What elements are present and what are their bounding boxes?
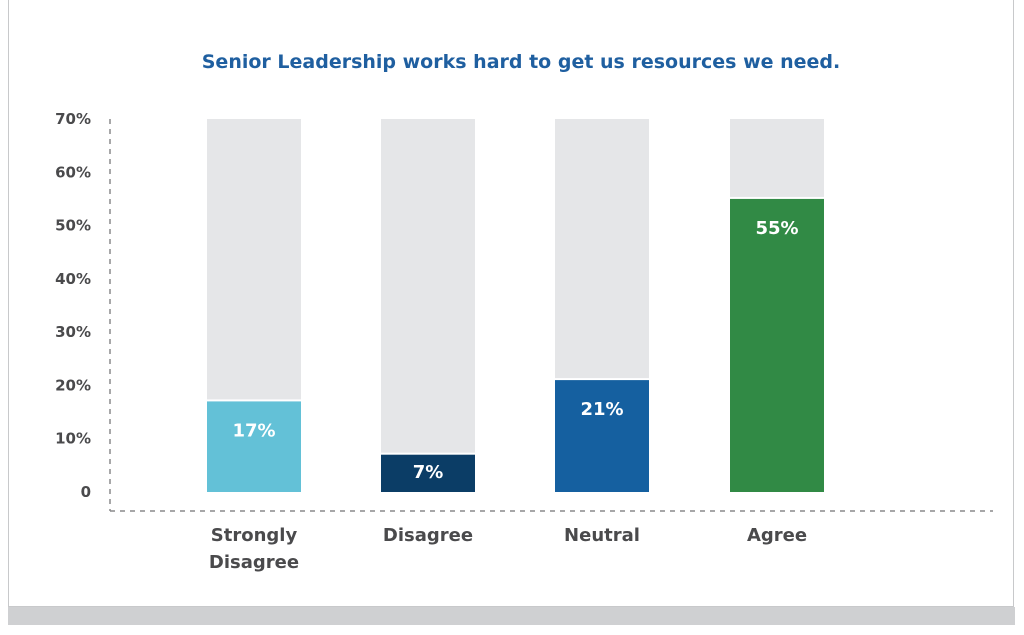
chart-title: Senior Leadership works hard to get us r… [202,51,841,73]
bar-background [730,119,824,197]
y-tick-label: 10% [55,430,91,448]
bar-background [207,119,301,400]
footer-bar [8,607,1015,625]
x-category-label: Agree [747,525,807,546]
y-tick-label: 70% [55,110,91,128]
y-tick-label: 0 [81,483,91,501]
y-tick-label: 20% [55,376,91,394]
bar-background [555,119,649,379]
x-category-label: Strongly [211,525,298,546]
bar [207,401,301,492]
bar [730,198,824,492]
y-tick-label: 50% [55,217,91,235]
data-label: 55% [755,218,798,239]
data-label: 17% [232,420,275,441]
bar-background [381,119,475,453]
x-category-label: Disagree [383,525,473,546]
bar [381,454,475,492]
chart-frame [8,0,1014,607]
data-label: 7% [413,462,444,483]
data-label: 21% [580,399,623,420]
x-category-label: Neutral [564,525,640,546]
y-tick-label: 40% [55,270,91,288]
y-tick-label: 30% [55,323,91,341]
y-tick-label: 60% [55,163,91,181]
bar [555,380,649,492]
x-category-label: Disagree [209,552,299,573]
